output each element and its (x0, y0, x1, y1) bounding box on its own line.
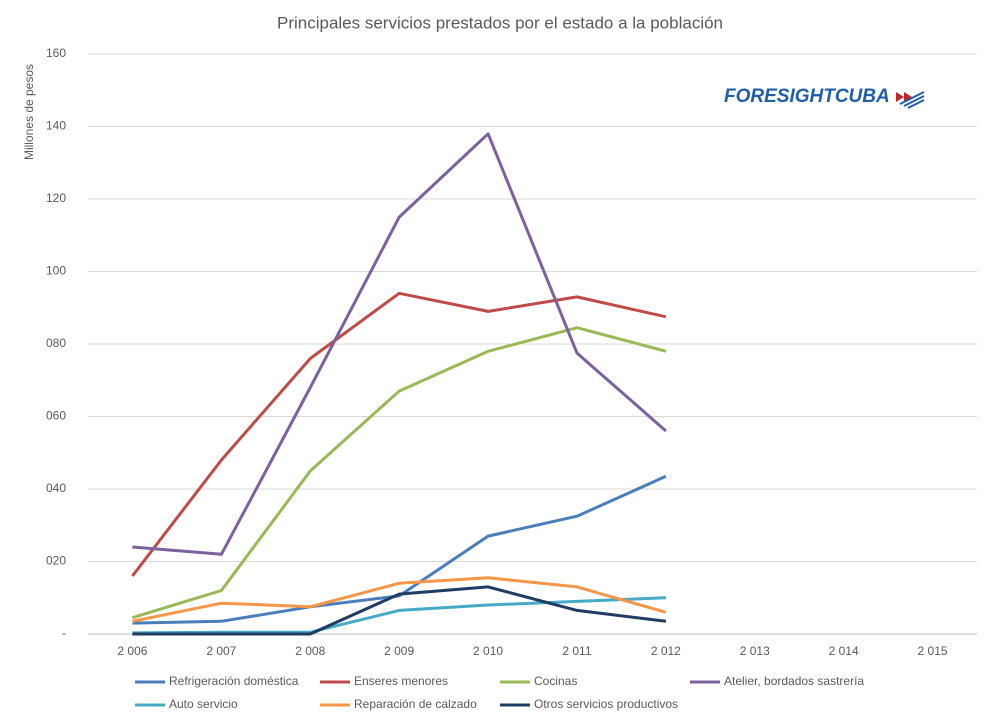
legend-label: Refrigeración doméstica (169, 674, 299, 688)
y-axis-label: Millones de pesos (22, 64, 36, 160)
x-tick-label: 2 013 (740, 644, 770, 658)
legend-label: Reparación de calzado (354, 697, 477, 711)
legend-label: Auto servicio (169, 697, 238, 711)
legend-label: Otros servicios productivos (534, 697, 678, 711)
y-tick-label: 140 (46, 119, 66, 133)
series-line (132, 585, 667, 636)
y-tick-label: 160 (46, 46, 66, 60)
legend-label: Cocinas (534, 674, 577, 688)
series-line (131, 326, 667, 620)
y-tick-label: 020 (46, 554, 66, 568)
series-line (131, 291, 667, 577)
chart-title: Principales servicios prestados por el e… (277, 13, 723, 32)
y-tick-label: 120 (46, 191, 66, 205)
x-tick-label: 2 014 (829, 644, 859, 658)
x-tick-label: 2 009 (384, 644, 414, 658)
y-tick-label: 060 (46, 409, 66, 423)
x-tick-label: 2 015 (918, 644, 948, 658)
y-tick-label: - (62, 626, 66, 640)
series-line (132, 596, 666, 635)
x-tick-label: 2 007 (206, 644, 236, 658)
x-tick-label: 2 012 (651, 644, 681, 658)
y-tick-label: 100 (46, 264, 66, 278)
series-line (132, 474, 667, 625)
x-tick-label: 2 010 (473, 644, 503, 658)
logo-arrows (896, 92, 912, 102)
series-line (132, 132, 667, 556)
x-tick-label: 2 011 (562, 644, 591, 658)
legend-label: Atelier, bordados sastrería (724, 674, 864, 688)
y-tick-label: 080 (46, 336, 66, 350)
legend-label: Enseres menores (354, 674, 448, 688)
y-tick-label: 040 (46, 481, 66, 495)
logo-text: FORESIGHTCUBA (724, 86, 890, 107)
series-line (132, 576, 667, 623)
logo: FORESIGHTCUBA (724, 86, 925, 109)
logo-stripes (899, 91, 925, 109)
x-tick-label: 2 008 (295, 644, 325, 658)
x-tick-label: 2 006 (117, 644, 147, 658)
